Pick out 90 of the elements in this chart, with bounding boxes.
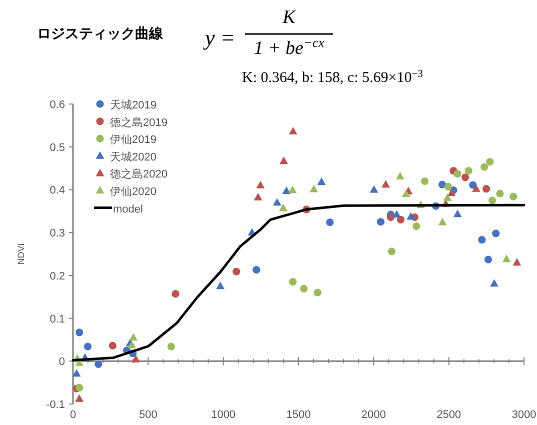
point <box>167 342 175 350</box>
point <box>510 192 518 200</box>
y-tick-label: 0 <box>58 356 65 368</box>
point <box>454 170 462 178</box>
point <box>282 186 291 194</box>
point <box>310 184 318 192</box>
point <box>288 126 298 134</box>
legend-label: 徳之島2020 <box>110 168 168 181</box>
point <box>132 354 140 362</box>
x-tick-label: 2500 <box>436 409 462 421</box>
point <box>444 182 452 191</box>
point <box>464 167 472 175</box>
point <box>480 163 488 171</box>
point <box>443 193 452 201</box>
point <box>396 216 405 224</box>
text: y = <box>203 25 236 50</box>
legend-label: 伊仙2020 <box>110 186 156 198</box>
point <box>317 178 326 185</box>
legend-label: model <box>113 203 143 216</box>
point <box>453 210 462 218</box>
point <box>386 213 394 221</box>
point <box>402 190 410 197</box>
point <box>496 190 504 198</box>
point <box>300 284 308 293</box>
point <box>420 177 429 185</box>
point <box>232 268 240 276</box>
point <box>272 198 282 206</box>
point <box>72 369 81 377</box>
point <box>396 172 404 180</box>
legend-label: 徳之島2019 <box>110 116 168 129</box>
point <box>76 384 84 392</box>
point <box>252 266 260 274</box>
point <box>447 188 456 196</box>
point <box>84 342 92 350</box>
y-tick-label: 0.3 <box>50 228 65 240</box>
chart-title: ロジスティック曲線 <box>37 25 164 41</box>
x-tick-label: 1500 <box>286 409 311 421</box>
point <box>108 342 116 350</box>
y-tick-label: 0.5 <box>50 142 65 154</box>
point <box>388 248 396 256</box>
point <box>488 196 496 204</box>
x-tick-label: 2000 <box>361 409 386 421</box>
point <box>278 204 288 212</box>
point <box>461 173 470 182</box>
y-axis-title: NDVI <box>16 243 26 265</box>
point <box>512 258 522 266</box>
point <box>376 218 385 226</box>
point <box>75 394 84 402</box>
point <box>172 290 180 298</box>
y-tick-label: 0.4 <box>50 184 65 197</box>
point <box>472 184 480 192</box>
y-tick-label: 0.6 <box>50 99 65 111</box>
point <box>492 230 500 238</box>
y-tick-label: 0.1 <box>50 313 65 326</box>
x-tick-label: 0 <box>70 409 76 421</box>
point <box>129 333 138 341</box>
point <box>254 192 262 200</box>
legend-label: 天城2019 <box>110 98 156 112</box>
point <box>288 186 297 194</box>
point <box>381 180 390 188</box>
point <box>288 278 297 286</box>
point <box>326 218 334 226</box>
legend-label: 天城2020 <box>110 150 156 164</box>
point <box>412 222 420 230</box>
point <box>502 254 511 262</box>
point <box>438 218 447 226</box>
point <box>482 185 490 193</box>
y-tick-label: 0.2 <box>50 270 65 282</box>
y-tick-label: -0.1 <box>46 399 65 411</box>
point <box>406 212 415 220</box>
x-tick-label: 1000 <box>211 409 236 421</box>
text: K <box>282 7 297 28</box>
point <box>438 180 446 188</box>
point <box>484 256 492 264</box>
point <box>370 185 378 193</box>
point <box>94 360 102 368</box>
legend-label: 伊仙2019 <box>110 134 156 146</box>
x-tick-label: 500 <box>138 409 158 421</box>
point <box>314 288 322 296</box>
point <box>280 156 288 164</box>
point <box>256 180 265 188</box>
point <box>486 158 494 166</box>
point <box>490 279 498 287</box>
text: 1 + be$^{−cx}$ <box>254 34 324 59</box>
x-tick-label: 3000 <box>512 409 536 421</box>
point <box>216 282 225 290</box>
point <box>392 210 401 218</box>
text: K: 0.364, b: 158, c: 5.69×10$^{−3}$ <box>242 68 423 86</box>
point <box>478 236 486 244</box>
point <box>76 328 84 336</box>
